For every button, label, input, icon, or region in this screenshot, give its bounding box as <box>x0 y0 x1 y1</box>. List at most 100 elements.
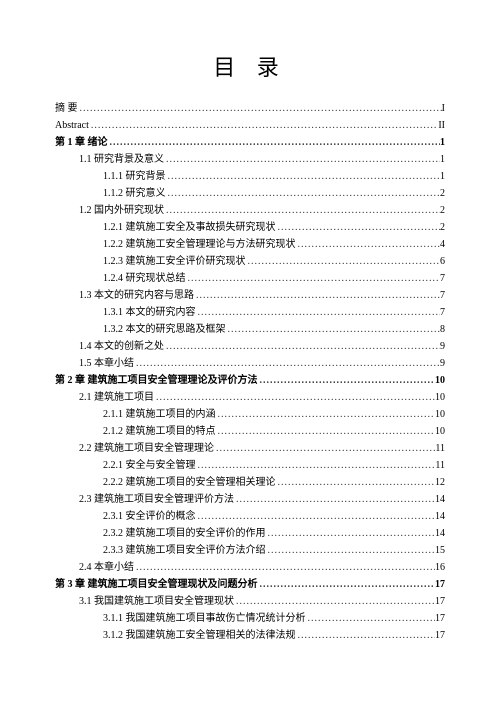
toc-entry-label: 1.5 本章小结 <box>79 355 134 372</box>
toc-entry: 2.3.2 建筑施工项目的安全评价的作用 14 <box>55 525 445 542</box>
toc-entry-label: 第 3 章 建筑施工项目安全管理现状及问题分析 <box>55 576 258 593</box>
toc-entry-label: 1.2.1 建筑施工安全及事故损失研究现状 <box>103 219 276 236</box>
toc-dots <box>306 610 436 627</box>
toc-entry: 摘 要I <box>55 100 445 117</box>
toc-list: 摘 要IAbstractII第 1 章 绪论11.1 研究背景及意义11.1.1… <box>55 100 445 644</box>
toc-entry-page: I <box>442 100 445 117</box>
toc-entry: 1.4 本文的创新之处9 <box>55 338 445 355</box>
toc-entry-page: 2 <box>440 219 445 236</box>
toc-dots <box>164 151 440 168</box>
toc-entry: 1.3.1 本文的研究内容 7 <box>55 304 445 321</box>
toc-entry-label: 摘 要 <box>55 100 78 117</box>
toc-entry-label: 3.1.1 我国建筑施工项目事故伤亡情况统计分析 <box>103 610 306 627</box>
toc-entry-page: 11 <box>435 440 445 457</box>
toc-entry-label: 第 2 章 建筑施工项目安全管理理论及评价方法 <box>55 372 258 389</box>
toc-entry-label: 3.1 我国建筑施工项目安全管理现状 <box>79 593 234 610</box>
toc-entry-page: 17 <box>435 610 445 627</box>
toc-entry-label: 2.4 本章小结 <box>79 559 134 576</box>
toc-entry-label: 1.1.2 研究意义 <box>103 185 166 202</box>
toc-entry: 2.1 建筑施工项目 10 <box>55 389 445 406</box>
toc-entry-label: 1.2.4 研究现状总结 <box>103 270 186 287</box>
toc-entry-page: 11 <box>435 457 445 474</box>
toc-dots <box>246 253 441 270</box>
toc-dots <box>196 508 436 525</box>
toc-dots <box>164 338 440 355</box>
toc-entry-page: 16 <box>435 559 445 576</box>
toc-entry: 第 1 章 绪论 1 <box>55 134 445 151</box>
toc-entry: AbstractII <box>55 117 445 134</box>
toc-dots <box>276 474 436 491</box>
toc-dots <box>89 117 438 134</box>
toc-entry: 2.1.2 建筑施工项目的特点10 <box>55 423 445 440</box>
toc-entry-label: 2.1 建筑施工项目 <box>79 389 154 406</box>
toc-dots <box>214 440 435 457</box>
toc-entry-page: 6 <box>440 253 445 270</box>
toc-dots <box>296 627 436 644</box>
toc-entry: 1.2.1 建筑施工安全及事故损失研究现状 2 <box>55 219 445 236</box>
toc-dots <box>134 559 435 576</box>
toc-entry: 3.1 我国建筑施工项目安全管理现状 17 <box>55 593 445 610</box>
toc-entry-page: 17 <box>435 593 445 610</box>
toc-dots <box>276 219 441 236</box>
toc-entry-label: 第 1 章 绪论 <box>55 134 108 151</box>
toc-dots <box>154 389 435 406</box>
toc-dots <box>258 372 436 389</box>
toc-entry-label: 1.4 本文的创新之处 <box>79 338 164 355</box>
toc-entry-page: 10 <box>435 389 445 406</box>
toc-dots <box>78 100 442 117</box>
toc-entry: 1.2 国内外研究现状2 <box>55 202 445 219</box>
toc-entry-label: 1.3.1 本文的研究内容 <box>103 304 196 321</box>
toc-entry: 1.3.2 本文的研究思路及框架 8 <box>55 321 445 338</box>
toc-entry: 1.2.3 建筑施工安全评价研究现状6 <box>55 253 445 270</box>
toc-entry-page: 4 <box>440 236 445 253</box>
toc-entry-page: 12 <box>435 474 445 491</box>
toc-entry: 1.2.2 建筑施工安全管理理论与方法研究现状 4 <box>55 236 445 253</box>
toc-entry-label: 1.2 国内外研究现状 <box>79 202 164 219</box>
toc-entry-page: 14 <box>435 491 445 508</box>
toc-entry-label: 2.3.2 建筑施工项目的安全评价的作用 <box>103 525 266 542</box>
toc-dots <box>108 134 441 151</box>
toc-entry-label: 2.3.3 建筑施工项目安全评价方法介绍 <box>103 542 266 559</box>
toc-dots <box>266 542 436 559</box>
toc-entry: 2.1.1 建筑施工项目的内涵10 <box>55 406 445 423</box>
toc-entry-page: 8 <box>440 321 445 338</box>
toc-entry: 2.3.1 安全评价的概念 14 <box>55 508 445 525</box>
toc-entry: 2.3 建筑施工项目安全管理评价方法14 <box>55 491 445 508</box>
toc-entry-label: 1.1.1 研究背景 <box>103 168 166 185</box>
toc-dots <box>216 423 436 440</box>
toc-dots <box>194 287 440 304</box>
toc-entry-page: 10 <box>435 372 445 389</box>
toc-entry-page: 1 <box>440 168 445 185</box>
toc-dots <box>186 270 441 287</box>
toc-entry: 2.2.2 建筑施工项目的安全管理相关理论12 <box>55 474 445 491</box>
toc-dots <box>134 355 440 372</box>
toc-dots <box>164 202 440 219</box>
toc-entry-page: 10 <box>435 423 445 440</box>
toc-entry-page: 14 <box>435 525 445 542</box>
toc-entry-label: 1.3.2 本文的研究思路及框架 <box>103 321 226 338</box>
toc-dots <box>196 304 441 321</box>
toc-entry-label: 2.3.1 安全评价的概念 <box>103 508 196 525</box>
toc-entry-page: 1 <box>440 151 445 168</box>
toc-entry: 2.2 建筑施工项目安全管理理论 11 <box>55 440 445 457</box>
toc-entry-page: 2 <box>440 185 445 202</box>
toc-entry: 1.5 本章小结9 <box>55 355 445 372</box>
toc-title: 目 录 <box>55 50 445 82</box>
toc-dots <box>234 593 435 610</box>
toc-dots <box>226 321 441 338</box>
toc-dots <box>258 576 436 593</box>
toc-entry-label: 2.2.1 安全与安全管理 <box>103 457 196 474</box>
toc-entry: 1.1.1 研究背景 1 <box>55 168 445 185</box>
toc-entry: 第 2 章 建筑施工项目安全管理理论及评价方法 10 <box>55 372 445 389</box>
toc-entry: 2.3.3 建筑施工项目安全评价方法介绍15 <box>55 542 445 559</box>
toc-entry-page: 14 <box>435 508 445 525</box>
toc-entry-page: 1 <box>440 134 445 151</box>
toc-entry-page: 7 <box>440 287 445 304</box>
toc-entry-label: 1.2.2 建筑施工安全管理理论与方法研究现状 <box>103 236 296 253</box>
toc-entry-page: 7 <box>440 304 445 321</box>
toc-entry: 2.4 本章小结 16 <box>55 559 445 576</box>
toc-dots <box>266 525 436 542</box>
toc-dots <box>166 185 441 202</box>
toc-entry: 1.3 本文的研究内容与思路7 <box>55 287 445 304</box>
toc-entry-label: 2.2 建筑施工项目安全管理理论 <box>79 440 214 457</box>
